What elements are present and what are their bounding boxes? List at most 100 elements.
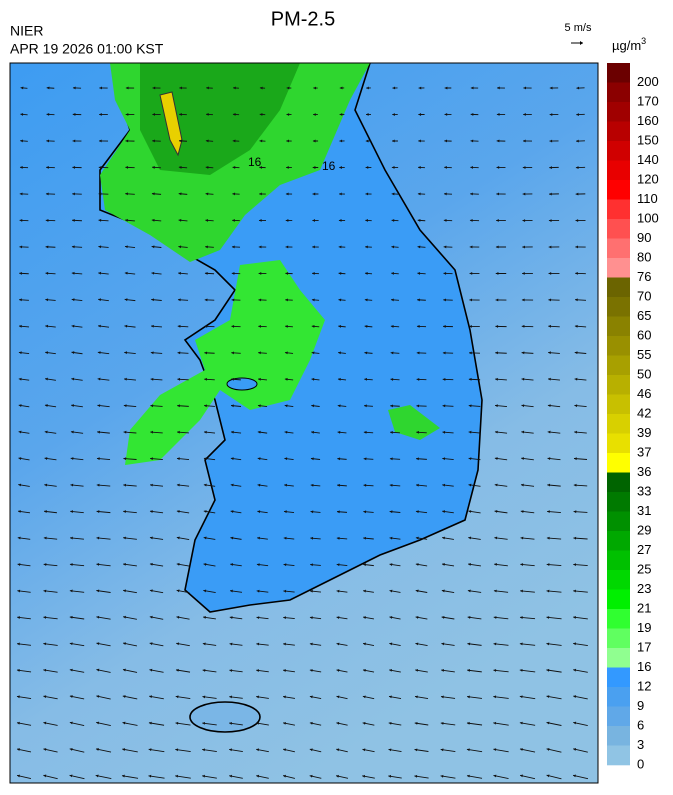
colorbar-label: 50 [637,366,651,381]
wind-arrow-head [549,86,553,90]
wind-arrow-head [258,245,262,249]
wind-arrow-head [258,272,262,275]
wind-arrow-head [45,377,48,381]
wind-arrow-head [336,695,340,699]
wind-arrow-head [202,774,205,778]
wind-arrow-head [123,615,126,619]
wind-arrow-head [122,695,126,698]
wind-arrow-head [69,642,73,646]
wind-arrow-head [339,166,342,169]
wind-arrow-head [123,483,127,487]
wind-arrow-head [575,271,578,275]
wind-arrow-head [336,536,340,540]
colorbar-label: 140 [637,152,659,167]
wind-arrow-head [549,139,553,143]
wind-arrow-head [206,113,209,116]
wind-arrow-head [443,245,447,249]
wind-arrow-head [204,351,208,355]
contour-label: 16 [248,155,262,169]
wind-arrow-head [311,430,314,434]
wind-arrow-head [99,113,102,116]
wind-arrow-head [364,351,368,355]
wind-arrow-head [259,192,262,196]
wind-arrow-head [96,589,100,593]
wind-arrow-head [257,483,261,487]
wind-arrow-head [339,139,343,143]
wind-arrow-head [442,510,446,513]
wind-arrow-head [19,218,23,222]
wind-arrow-head [72,166,76,169]
wind-arrow-head [546,748,550,751]
wind-arrow-head [390,324,394,328]
colorbar-segment [607,745,630,766]
wind-arrow-head [43,563,47,566]
wind-arrow-head [416,404,420,408]
wind-arrow-head [96,563,100,566]
wind-arrow-head [442,404,446,408]
wind-arrow-head [45,324,49,328]
wind-arrow-head [232,139,236,143]
colorbar-label: 36 [637,464,651,479]
colorbar-segment [607,570,630,590]
wind-arrow-head [149,562,153,566]
wind-arrow-head [229,669,233,672]
wind-scale-label: 5 m/s [565,22,592,34]
wind-arrow-head [337,430,341,434]
colorbar-label: 23 [637,581,651,596]
wind-arrow-head [46,112,50,116]
wind-arrow-head [231,245,235,249]
wind-arrow-head [229,721,232,725]
wind-arrow-head [257,430,261,434]
wind-arrow-head [310,510,314,514]
wind-arrow-head [336,774,339,778]
wind-arrow-head [519,695,523,699]
unit: µg/m [612,38,641,53]
wind-arrow-head [522,166,526,169]
wind-arrow-head [232,219,235,222]
wind-arrow-head [43,589,47,593]
wind-arrow-head [415,510,419,514]
colorbar-label: 150 [637,132,659,147]
wind-arrow-head [69,563,73,566]
wind-arrow-head [16,721,20,725]
wind-arrow-head [467,669,470,672]
wind-arrow-head [337,377,341,381]
wind-arrow-head [256,695,259,699]
wind-arrow-head [16,668,20,672]
wind-arrow-head [204,430,207,434]
wind-arrow-head [417,298,420,302]
wind-arrow-head [339,113,343,116]
wind-arrow-head [203,615,206,619]
colorbar-segment [607,355,630,376]
wind-arrow-head [45,218,49,222]
wind-arrow-head [362,668,366,672]
wind-arrow-head [19,298,22,302]
wind-arrow-head [285,324,288,328]
wind-arrow-head [125,139,129,143]
wind-arrow-head [283,563,287,567]
wind-arrow-head [124,298,128,302]
wind-arrow-head [388,721,392,725]
wind-arrow-head [441,589,445,593]
wind-arrow-head [18,483,22,487]
wind-arrow-head [392,139,395,143]
wind-arrow-head [364,404,367,408]
wind-arrow-head [176,510,180,513]
colorbar-label: 110 [637,191,658,206]
wind-arrow-head [151,245,155,249]
wind-arrow-head [125,113,129,116]
wind-arrow-head [72,113,76,116]
wind-arrow-head [468,483,472,487]
wind-arrow-head [440,721,444,725]
wind-arrow-head [575,219,579,222]
wind-arrow-head [43,721,47,725]
wind-arrow-head [44,457,48,460]
wind-arrow-head [96,536,100,540]
wind-arrow-head [362,774,366,778]
colorbar-segment [607,277,630,298]
wind-arrow-head [229,748,232,752]
wind-arrow-head [123,404,127,408]
wind-arrow-head [151,324,154,328]
wind-arrow-head [389,616,393,619]
wind-arrow-head [148,721,152,725]
